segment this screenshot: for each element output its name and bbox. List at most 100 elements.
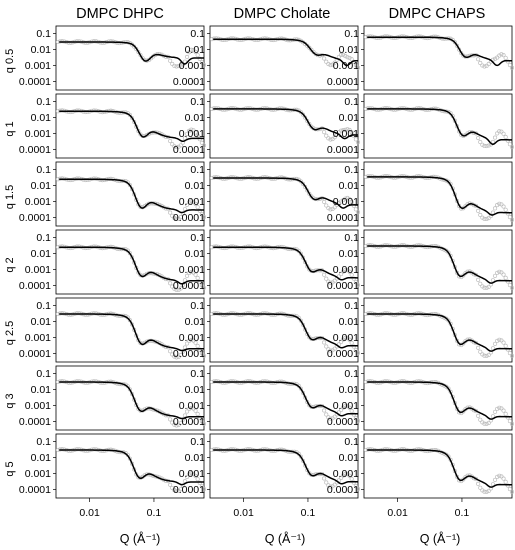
panel-c1-r2-point: [214, 175, 219, 180]
panel-c0-r5-point: [178, 421, 183, 426]
panel-c0-r6-point: [185, 474, 190, 479]
panel-c0-r6-point: [189, 471, 194, 476]
panel-c0-r2-point: [178, 215, 183, 220]
panel-c0-r0-point: [77, 39, 82, 44]
panel-c0-r4-point: [172, 354, 177, 359]
panel-c0-r0-point: [129, 42, 135, 47]
panel-c2-r4-y-tick-label: 0.01: [339, 316, 360, 328]
panel-c2-r1-point: [495, 131, 500, 136]
panel-c1-r5-point: [328, 416, 333, 421]
panel-c1-r1-point: [332, 135, 337, 140]
panel-c1-r0-point: [339, 52, 344, 58]
panel-c0-r5-point: [193, 408, 198, 413]
panel-c2-r3-point: [385, 243, 390, 248]
panel-c1-r4-y-tick-label: 0.001: [179, 332, 205, 344]
panel-c1-r4-point: [343, 335, 348, 340]
panel-c1-r5-point: [245, 379, 250, 384]
panel-c2-r0-y-tick-label: 0.1: [344, 28, 359, 40]
panel-c0-r5-point: [191, 406, 196, 411]
panel-c2-r4-point: [480, 352, 485, 357]
panel-c0-r0-point: [176, 64, 181, 69]
panel-c2-r0-point: [505, 59, 510, 64]
panel-c2-r4-point: [499, 338, 504, 343]
panel-c0-r0-point: [195, 53, 200, 58]
panel-c0-r4-frame: [55, 297, 205, 363]
panel-c0-r6-y-tick-label: 0.1: [36, 436, 51, 448]
panel-c0-r0-point: [187, 50, 192, 55]
panel-c2-r5-point: [493, 409, 498, 414]
panel-c2-r5-point: [385, 379, 390, 384]
panel-c0-r1-point: [178, 143, 183, 148]
panel-c0-r2-y-tick-label: 0.001: [25, 196, 51, 208]
panel-c0-r5-point: [187, 406, 192, 411]
panel-c2-r6-y-tick-label: 0.1: [344, 436, 359, 448]
panel-c2-r4-point: [478, 349, 483, 354]
panel-c0-r6-point: [60, 447, 65, 452]
panel-c0-r4-point: [77, 311, 82, 316]
panel-c0-r4-point: [170, 352, 175, 357]
panel-c0-r6-point: [83, 448, 88, 453]
panel-c1-r4-point: [322, 340, 327, 345]
panel-c1-r2-point: [222, 176, 227, 181]
panel-c1-r4-point: [231, 311, 236, 316]
panel-c1-r2-point: [332, 205, 337, 210]
panel-c2-r5-y-tick-label: 0.001: [333, 400, 359, 412]
panel-c1-r6-y-tick-label: 0.0001: [173, 484, 205, 496]
panel-c0-r0-point: [170, 61, 175, 66]
panel-c0-r4-point: [193, 340, 198, 345]
panel-c1-r6-point: [254, 448, 259, 453]
panel-c0-r2-point: [174, 216, 179, 221]
panel-c1-r0-y-tick-label: 0.0001: [173, 76, 205, 88]
x-axis-label-col-2: Q (Å⁻¹): [419, 532, 461, 546]
panel-c2-r2-point: [497, 201, 502, 206]
panel-c0-r6-point: [174, 488, 179, 494]
panel-c2-r4-y-tick-label: 0.001: [333, 332, 359, 344]
panel-c2-r3-point: [499, 270, 504, 275]
panel-c0-r2-point: [170, 213, 175, 218]
panel-c0-r6-x-tick-label: 0.1: [147, 507, 162, 519]
panel-c0-r5-point: [60, 379, 65, 384]
panel-c2-r1-point: [482, 143, 487, 149]
panel-c0-r3-point: [195, 275, 200, 280]
panel-c1-r5-y-tick-label: 0.0001: [173, 416, 205, 428]
panel-c1-r6-point: [328, 484, 333, 489]
panel-c1-r4-frame: [209, 297, 359, 363]
panel-c0-r1-point: [201, 143, 207, 148]
panel-c2-r1-point: [376, 107, 381, 112]
panel-c2-r4-point: [497, 337, 502, 342]
panel-c1-r6-x-tick-label: 0.01: [233, 507, 254, 519]
panel-c1-r6-point: [355, 486, 361, 492]
panel-c0-r5-fit-line: [59, 381, 204, 420]
panel-c1-r1-point: [222, 107, 227, 112]
panel-c2-r6-point: [478, 485, 483, 490]
panel-c1-r0-point: [245, 36, 250, 41]
panel-c2-r1-point: [480, 142, 485, 147]
panel-c2-r0-point: [486, 61, 491, 66]
panel-c2-r2-point: [484, 216, 489, 222]
panel-c2-r4-fit-line: [367, 313, 512, 352]
panel-c1-r2-point: [300, 181, 306, 186]
panel-c2-r5-point: [368, 379, 373, 384]
panel-c1-r3-point: [355, 282, 361, 288]
panel-c1-r4-point: [254, 312, 259, 317]
panel-c1-r1-frame: [209, 93, 359, 159]
panel-c1-r2-y-tick-label: 0.1: [190, 164, 205, 176]
panel-c1-r4-point: [353, 348, 358, 353]
panel-c1-r3-point: [347, 269, 352, 274]
panel-c2-r6-fit-line: [367, 449, 512, 488]
panel-c1-r3-point: [298, 251, 303, 256]
panel-c2-r3-point: [509, 285, 515, 290]
panel-c1-r5-point: [324, 412, 329, 417]
panel-c2-r6-point: [499, 474, 504, 479]
panel-c0-r1-point: [170, 142, 175, 147]
panel-c1-r3-y-tick-label: 0.1: [190, 232, 205, 244]
panel-c2-r3-frame: [363, 229, 513, 295]
panel-c2-r1-point: [391, 107, 396, 112]
panel-c1-r5-point: [351, 412, 356, 417]
panel-c2-r5-point: [476, 413, 481, 418]
panel-c0-r0-point: [178, 63, 183, 68]
panel-c1-r1-y-tick-label: 0.01: [185, 112, 206, 124]
panel-c2-r0-point: [493, 56, 498, 61]
panel-c0-r1-point: [168, 138, 173, 144]
